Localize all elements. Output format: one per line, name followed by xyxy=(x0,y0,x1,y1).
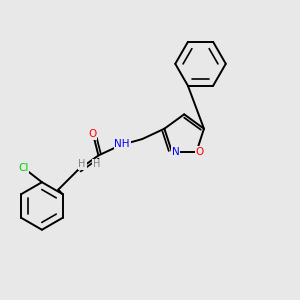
Text: Cl: Cl xyxy=(18,163,28,173)
Text: NH: NH xyxy=(114,139,130,148)
Text: O: O xyxy=(196,147,204,157)
Text: O: O xyxy=(88,129,97,139)
Text: H: H xyxy=(78,159,86,169)
Text: N: N xyxy=(172,147,179,157)
Text: H: H xyxy=(93,159,100,170)
